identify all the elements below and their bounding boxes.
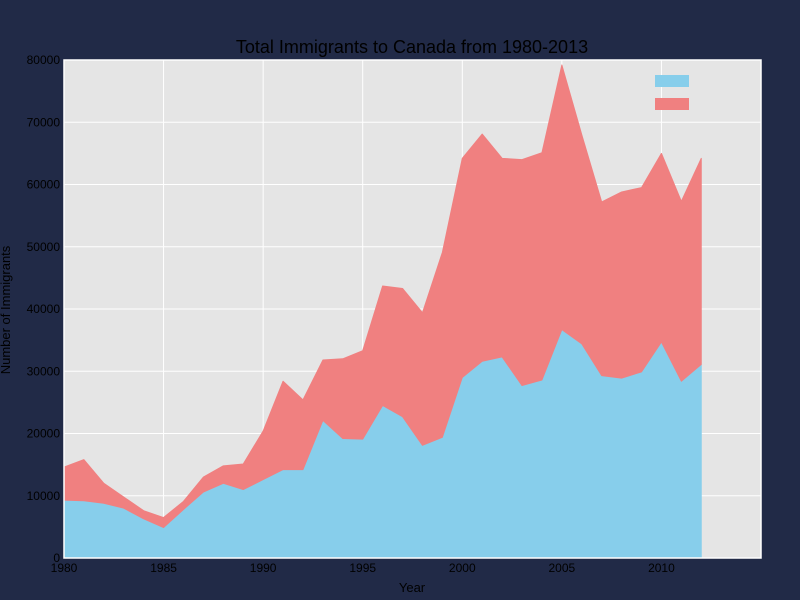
y-tick-label: 60000 (27, 178, 61, 192)
series-area-2 (63, 64, 702, 528)
legend (655, 75, 689, 110)
y-tick-label: 40000 (27, 302, 61, 316)
x-tick-label: 1995 (349, 561, 376, 575)
x-tick-label: 2010 (648, 561, 675, 575)
x-tick-label: 2005 (549, 561, 576, 575)
y-tick-label: 70000 (27, 115, 61, 129)
legend-swatch-2 (655, 98, 689, 110)
y-tick-label: 20000 (27, 427, 61, 441)
axis-ticks: 0 10000 20000 30000 40000 50000 60000 70000 8000… (27, 53, 675, 575)
y-tick-label: 0 (53, 551, 60, 565)
x-tick-label: 1985 (150, 561, 177, 575)
y-tick-label: 10000 (27, 489, 61, 503)
y-tick-label: 30000 (27, 364, 61, 378)
y-axis-label: Number of Immigrants (0, 245, 13, 374)
x-tick-label: 1980 (51, 561, 78, 575)
x-axis-label: Year (399, 580, 426, 595)
plot-frame (63, 59, 762, 559)
legend-swatch-1 (655, 75, 689, 87)
chart-title: Total Immigrants to Canada from 1980-201… (236, 37, 588, 57)
y-tick-label: 50000 (27, 240, 61, 254)
y-tick-label: 80000 (27, 53, 61, 67)
x-tick-label: 2000 (449, 561, 476, 575)
x-tick-label: 1990 (250, 561, 277, 575)
